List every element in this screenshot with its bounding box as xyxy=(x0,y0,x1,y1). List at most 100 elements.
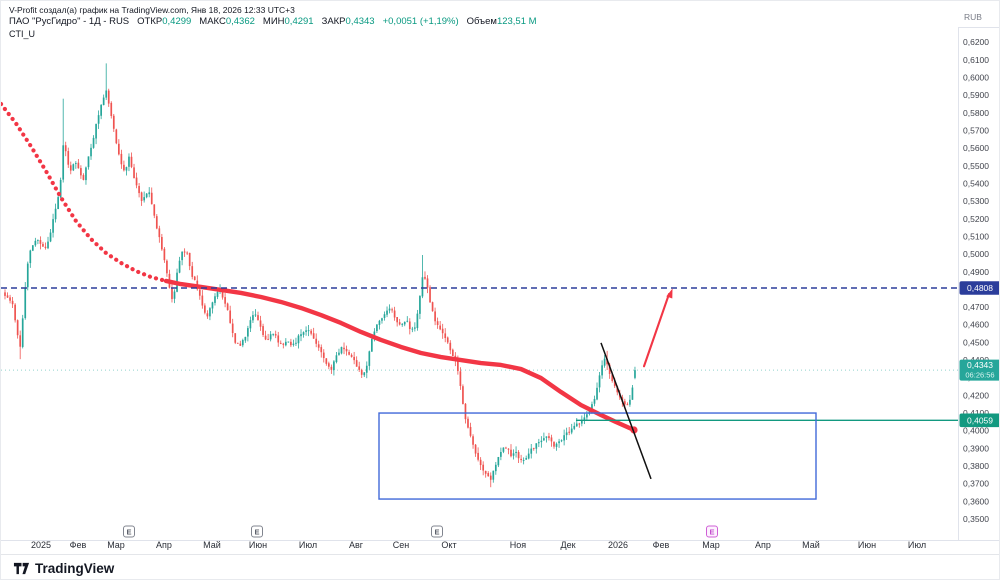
candle xyxy=(97,115,100,124)
quote-token-value: 0,4362 xyxy=(225,16,255,27)
candle xyxy=(204,305,206,313)
price-badge-alert xyxy=(959,281,999,295)
candle xyxy=(333,361,335,371)
candle xyxy=(138,185,140,194)
candle xyxy=(166,260,168,274)
candle xyxy=(310,330,312,334)
candle xyxy=(502,447,505,452)
candle xyxy=(269,334,272,340)
candle xyxy=(42,243,44,247)
quote-token-value: +0,0051 (+1,19%) xyxy=(382,16,459,27)
red-ma-line[interactable] xyxy=(163,278,637,433)
candle xyxy=(214,296,216,303)
candle xyxy=(150,192,153,205)
candle xyxy=(161,237,163,250)
price-tick-label: 0,4200 xyxy=(963,390,989,400)
earnings-marker-icon[interactable] xyxy=(123,525,135,538)
candle xyxy=(325,358,328,364)
currency-label: RUB xyxy=(964,12,982,22)
candle xyxy=(72,164,75,171)
candle xyxy=(320,347,323,353)
candle xyxy=(414,327,416,329)
candle xyxy=(596,387,598,400)
candle xyxy=(259,320,262,327)
month-label: Дек xyxy=(560,540,575,550)
candle xyxy=(211,302,214,309)
candle xyxy=(603,358,606,366)
symbol-title: ПАО "РусГидро" - 1Д - RUS xyxy=(9,16,130,27)
candle xyxy=(371,338,373,352)
candle xyxy=(517,452,520,459)
candle xyxy=(37,239,39,241)
month-label: Май xyxy=(203,540,221,550)
candle xyxy=(350,354,353,357)
candle xyxy=(525,458,528,460)
price-tick-label: 0,5700 xyxy=(963,125,989,135)
candle xyxy=(133,167,135,179)
candle xyxy=(570,428,573,433)
month-label: 2026 xyxy=(608,540,628,550)
candle xyxy=(188,252,191,267)
candle xyxy=(467,418,469,428)
price-tick-label: 0,6100 xyxy=(963,55,989,65)
candle xyxy=(611,374,614,381)
quote-token: ЗАКР0,4343 xyxy=(322,16,375,27)
footer-bar: TradingView xyxy=(1,554,999,579)
range-rectangle[interactable] xyxy=(378,412,817,500)
candle xyxy=(563,435,565,441)
candle xyxy=(252,315,254,321)
candle xyxy=(297,335,300,344)
candle xyxy=(386,310,388,315)
earnings-marker-icon[interactable] xyxy=(251,525,263,538)
candle xyxy=(338,352,340,355)
projection-arrow[interactable] xyxy=(642,293,671,368)
candle xyxy=(464,403,467,420)
price-badge-last-text: 0,4343 xyxy=(967,360,993,370)
candle xyxy=(484,470,487,474)
candle xyxy=(6,295,9,298)
month-label: Фев xyxy=(653,540,670,550)
candle xyxy=(107,90,110,104)
earnings-upcoming-icon[interactable] xyxy=(706,525,718,538)
tradingview-logo[interactable]: TradingView xyxy=(13,560,114,577)
candle xyxy=(57,197,59,210)
candle xyxy=(191,266,194,277)
quote-token: Объем123,51 M xyxy=(467,16,537,27)
candle xyxy=(378,320,381,325)
price-tick-label: 0,3700 xyxy=(963,479,989,489)
month-label: Мар xyxy=(702,540,720,550)
candle xyxy=(44,246,47,248)
candle xyxy=(231,323,234,334)
candle xyxy=(515,451,517,453)
candle xyxy=(477,452,479,460)
candle xyxy=(419,296,421,314)
candle xyxy=(11,300,14,305)
candle xyxy=(118,143,120,155)
candle xyxy=(543,438,545,441)
month-label: Июн xyxy=(249,540,267,550)
candle xyxy=(494,464,497,472)
candle xyxy=(416,313,419,329)
price-tick-label: 0,4700 xyxy=(963,302,989,312)
candle xyxy=(226,303,229,311)
tradingview-logo-icon xyxy=(13,562,30,575)
black-trendline[interactable] xyxy=(600,342,652,480)
candle xyxy=(112,115,115,129)
candle xyxy=(358,366,361,370)
candle xyxy=(613,380,616,387)
candle xyxy=(224,297,226,304)
candle xyxy=(128,156,130,167)
candle xyxy=(451,349,454,357)
earnings-marker-icon[interactable] xyxy=(431,525,443,538)
month-label: Июл xyxy=(908,540,926,550)
price-tick-label: 0,4900 xyxy=(963,267,989,277)
month-label: Июл xyxy=(299,540,317,550)
candle xyxy=(39,240,42,244)
red-ma-line-dotted[interactable] xyxy=(1,101,169,284)
candle xyxy=(500,451,502,457)
candle xyxy=(145,193,148,198)
candle xyxy=(353,356,355,361)
candlestick-series xyxy=(4,63,636,488)
candle xyxy=(520,458,522,461)
